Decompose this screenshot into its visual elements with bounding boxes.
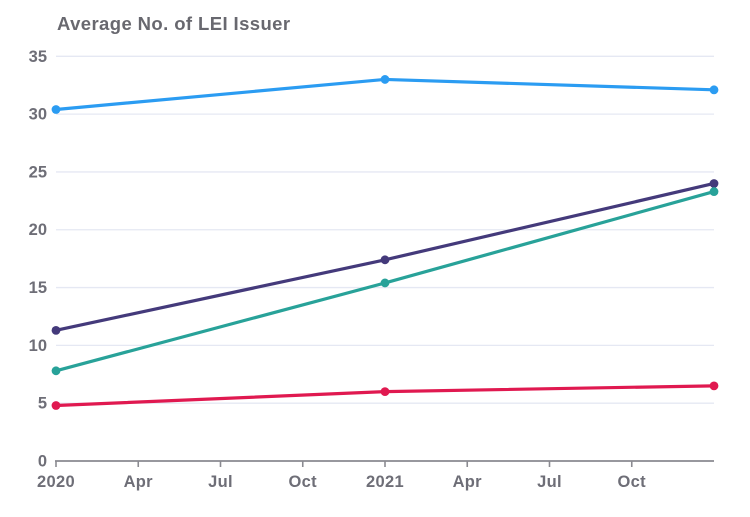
y-tick-label: 20	[29, 221, 47, 239]
y-tick-label: 0	[38, 453, 47, 471]
red-line-point	[709, 381, 719, 391]
x-tick-label: Jul	[208, 473, 233, 491]
red-line-point	[51, 401, 61, 410]
teal-line-point	[51, 366, 61, 376]
y-tick-label: 35	[29, 48, 47, 66]
blue-line-point	[380, 75, 390, 84]
chart-title: Average No. of LEI Issuer	[57, 13, 291, 34]
teal-line-point	[380, 278, 390, 288]
x-tick-label: Oct	[618, 473, 647, 491]
y-tick-label: 30	[29, 106, 47, 124]
y-tick-label: 25	[29, 163, 47, 181]
x-tick-label: 2020	[37, 473, 75, 491]
purple-line-point	[709, 179, 719, 188]
teal-line-point	[709, 187, 719, 196]
x-tick-label: Jul	[537, 473, 562, 491]
purple-line-point	[380, 255, 390, 265]
x-tick-label: Oct	[289, 473, 318, 491]
red-line-point	[380, 387, 390, 397]
x-tick-label: Apr	[453, 473, 483, 491]
y-tick-label: 15	[29, 279, 47, 297]
blue-line	[54, 77, 716, 112]
blue-line-point	[51, 105, 61, 114]
x-tick-label: 2021	[366, 473, 404, 491]
purple-line-point	[51, 325, 61, 335]
y-tick-label: 10	[29, 337, 47, 355]
y-tick-label: 5	[38, 395, 47, 413]
blue-line-point	[709, 85, 719, 95]
x-tick-label: Apr	[124, 473, 154, 491]
